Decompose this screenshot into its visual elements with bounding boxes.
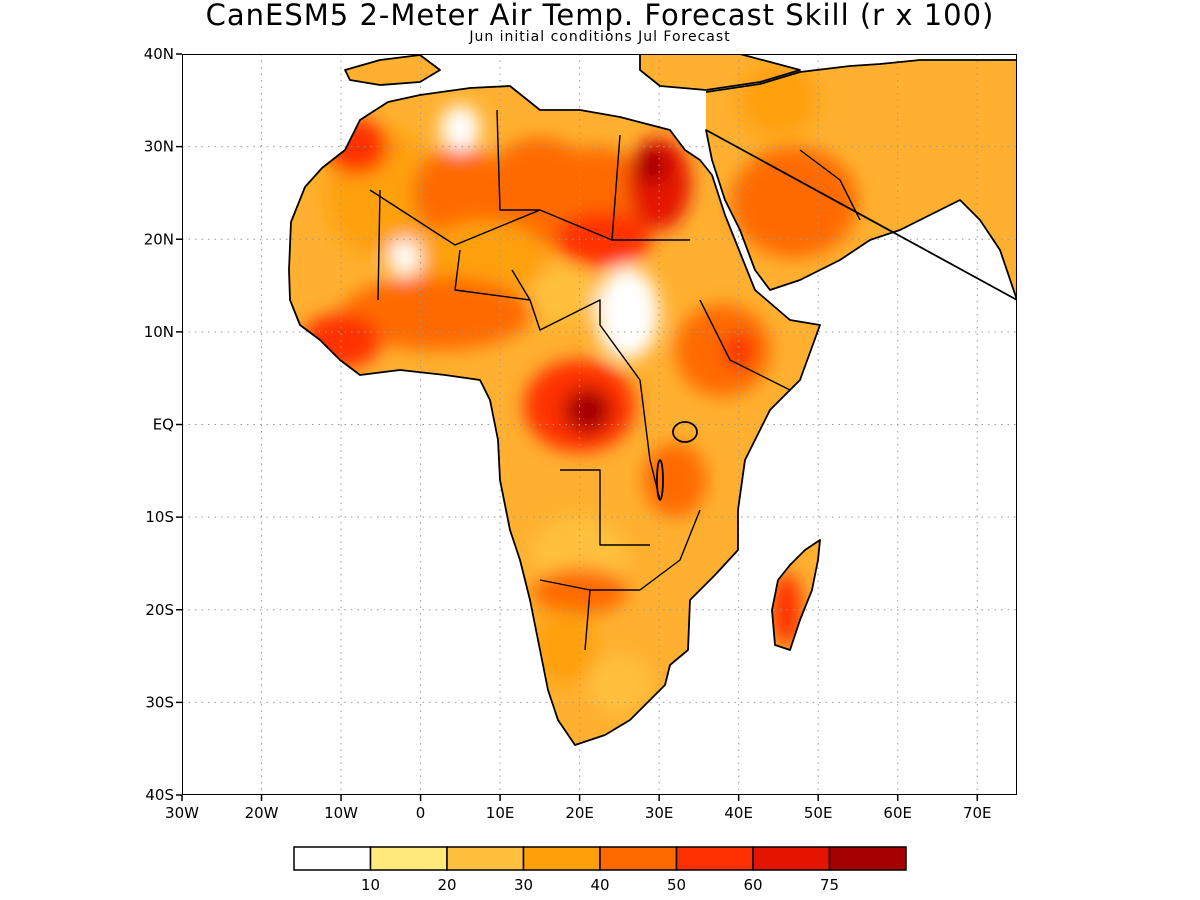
skill-patch bbox=[388, 239, 421, 277]
skill-shading bbox=[301, 63, 858, 712]
colorbar: 10 20 30 40 50 60 75 bbox=[293, 846, 907, 894]
colorbar-label: 10 bbox=[361, 876, 380, 894]
skill-patch bbox=[531, 267, 596, 323]
skill-patch bbox=[531, 609, 596, 684]
lon-tick-label: 30E bbox=[645, 804, 674, 822]
colorbar-label: 50 bbox=[667, 876, 686, 894]
europe-coastline bbox=[344, 54, 801, 91]
colorbar-label: 30 bbox=[514, 876, 533, 894]
lat-lon-grid bbox=[182, 54, 1017, 795]
lat-tick-label: 40N bbox=[144, 45, 174, 63]
skill-patch bbox=[555, 211, 652, 268]
skill-patch bbox=[722, 331, 755, 369]
skill-patch bbox=[587, 656, 652, 712]
colorbar-swatch bbox=[828, 846, 907, 871]
colorbar-swatch bbox=[675, 846, 754, 871]
skill-patch bbox=[563, 387, 612, 434]
map-title: CanESM5 2-Meter Air Temp. Forecast Skill… bbox=[205, 0, 995, 32]
madagascar-coastline bbox=[771, 539, 821, 651]
colorbar-label: 40 bbox=[590, 876, 609, 894]
skill-patch bbox=[595, 267, 660, 360]
lat-tick-label: 10S bbox=[145, 508, 174, 526]
colorbar-swatch bbox=[446, 846, 525, 871]
skill-patch bbox=[341, 276, 532, 351]
lat-tick-label: 30S bbox=[145, 693, 174, 711]
lon-tick-label: 30W bbox=[165, 804, 199, 822]
skill-patch bbox=[770, 572, 803, 647]
colorbar-swatch bbox=[599, 846, 678, 871]
map-plot-area bbox=[182, 54, 1017, 795]
lon-tick-label: 10E bbox=[486, 804, 515, 822]
skill-patch bbox=[412, 146, 509, 240]
colorbar-label: 75 bbox=[820, 876, 839, 894]
lake-tanganyika bbox=[656, 459, 664, 501]
lake-victoria bbox=[672, 421, 698, 443]
lon-tick-label: 20E bbox=[565, 804, 594, 822]
colorbar-swatch bbox=[522, 846, 601, 871]
lon-tick-label: 60E bbox=[883, 804, 912, 822]
skill-patch bbox=[730, 146, 858, 258]
skill-patch bbox=[643, 443, 707, 518]
skill-patch bbox=[635, 146, 668, 184]
colorbar-swatch bbox=[293, 846, 372, 871]
colorbar-swatch bbox=[752, 846, 831, 871]
africa-coastline bbox=[288, 85, 821, 746]
colorbar-label: 20 bbox=[437, 876, 456, 894]
lat-tick-label: 20N bbox=[144, 230, 174, 248]
colorbar-label: 60 bbox=[743, 876, 762, 894]
arabia-asia-coastline bbox=[705, 59, 1017, 301]
lon-tick-label: 40E bbox=[724, 804, 753, 822]
skill-patch bbox=[675, 304, 771, 397]
coastlines bbox=[288, 54, 1017, 746]
skill-patch bbox=[440, 104, 481, 152]
lat-tick-label: 20S bbox=[145, 601, 174, 619]
skill-patch bbox=[531, 568, 628, 615]
lon-tick-label: 10W bbox=[324, 804, 358, 822]
lat-tick-label: 40S bbox=[145, 786, 174, 804]
lat-tick-label: 30N bbox=[144, 138, 174, 156]
lat-tick-label: EQ bbox=[153, 416, 174, 434]
lat-tick-label: 10N bbox=[144, 323, 174, 341]
map-subtitle: Jun initial conditions Jul Forecast bbox=[469, 29, 731, 45]
skill-patch bbox=[738, 63, 819, 138]
lon-tick-label: 20W bbox=[245, 804, 279, 822]
colorbar-swatch bbox=[369, 846, 448, 871]
lon-tick-label: 70E bbox=[963, 804, 992, 822]
lon-tick-label: 50E bbox=[804, 804, 833, 822]
country-borders bbox=[369, 109, 861, 651]
lon-tick-label: 0 bbox=[416, 804, 426, 822]
